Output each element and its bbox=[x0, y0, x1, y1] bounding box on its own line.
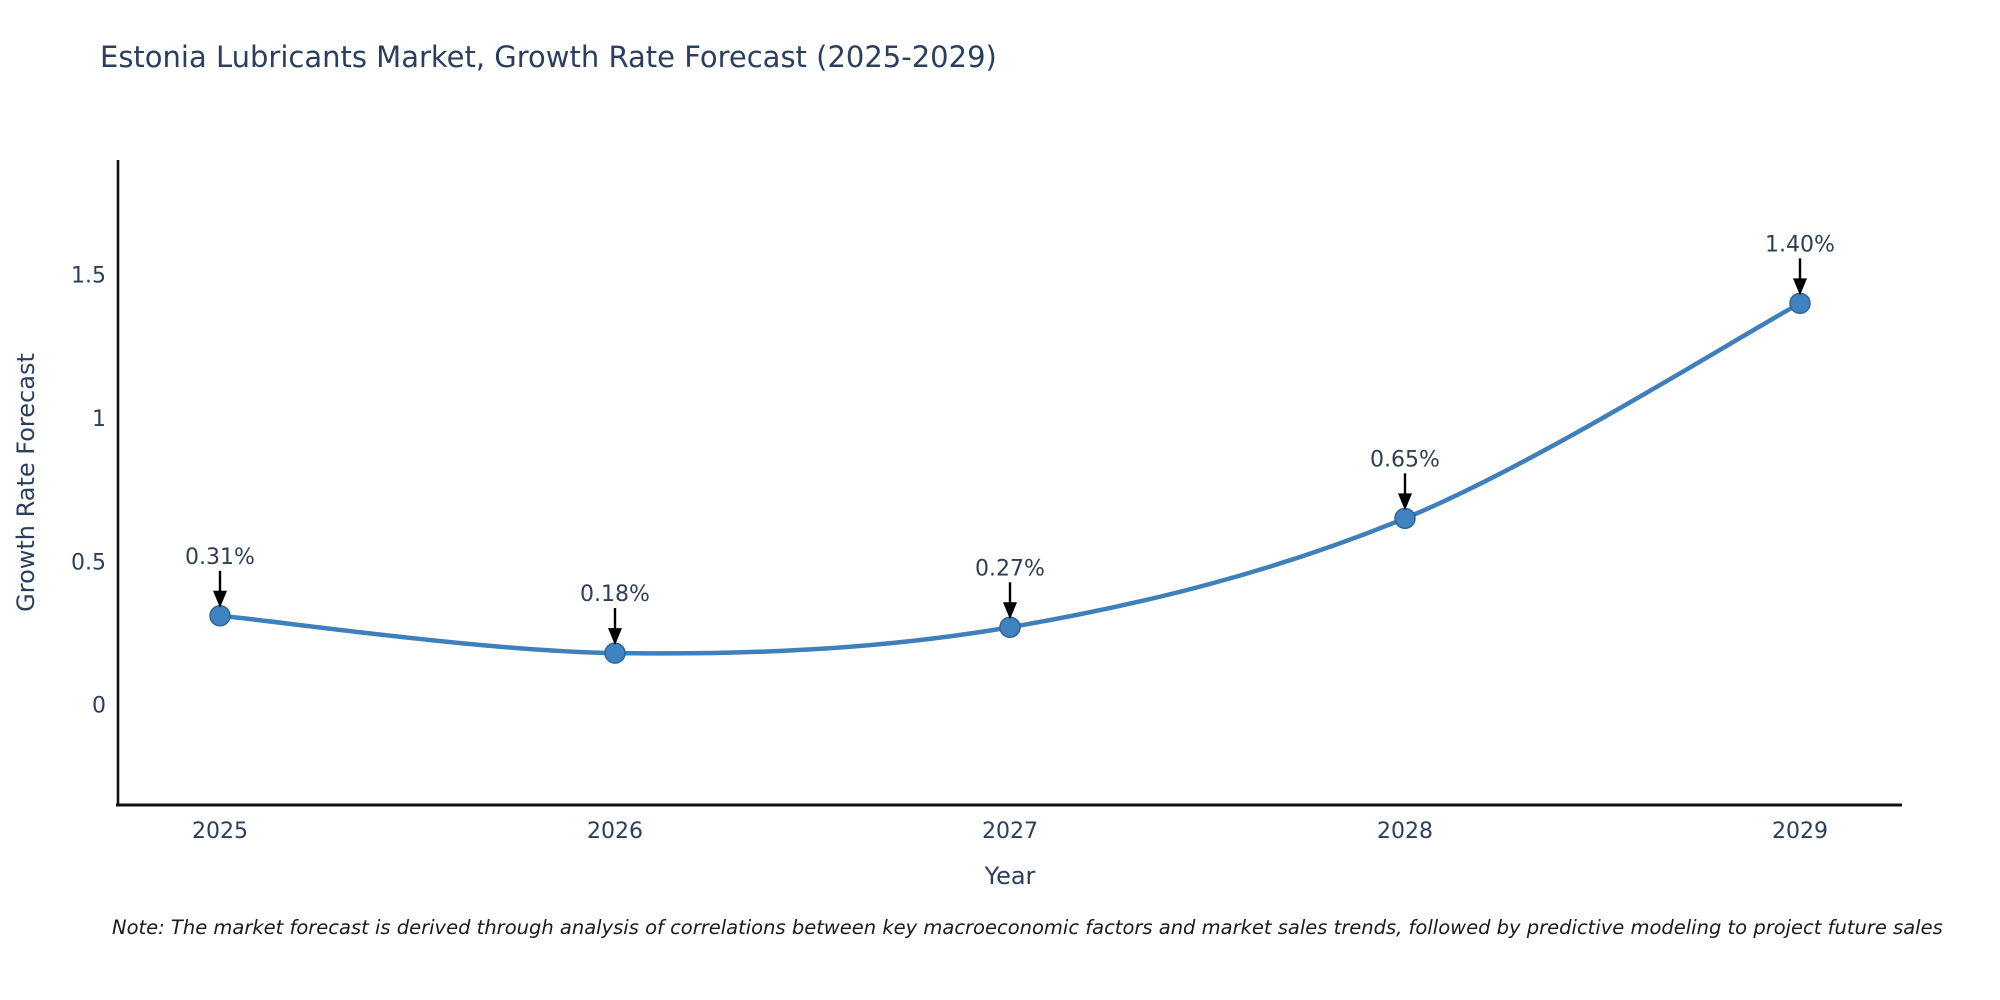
annotation-arrowhead-icon bbox=[1398, 493, 1412, 511]
chart-title: Estonia Lubricants Market, Growth Rate F… bbox=[100, 40, 997, 74]
x-axis-title: Year bbox=[984, 862, 1036, 890]
data-point-label: 1.40% bbox=[1765, 232, 1835, 257]
data-point-marker bbox=[999, 616, 1021, 639]
annotation-arrowhead-icon bbox=[1793, 278, 1807, 296]
data-point-label: 0.27% bbox=[975, 556, 1045, 581]
x-tick-label: 2028 bbox=[1377, 819, 1433, 844]
y-tick-label: 1.5 bbox=[71, 264, 106, 289]
data-point-marker bbox=[604, 642, 626, 664]
chart-footnote: Note: The market forecast is derived thr… bbox=[112, 916, 1943, 939]
data-point-marker bbox=[209, 605, 231, 627]
x-tick-label: 2025 bbox=[192, 819, 248, 844]
annotation-arrowhead-icon bbox=[213, 590, 227, 608]
y-tick-label: 0 bbox=[92, 694, 106, 719]
y-axis-title: Growth Rate Forecast bbox=[12, 353, 40, 612]
x-tick-label: 2026 bbox=[587, 819, 643, 844]
data-point-label: 0.65% bbox=[1370, 447, 1440, 472]
data-point-marker bbox=[1394, 507, 1416, 530]
annotation-arrowhead-icon bbox=[1003, 602, 1017, 620]
annotation-arrowhead-icon bbox=[608, 628, 622, 646]
data-point-marker bbox=[1789, 292, 1811, 315]
y-tick-label: 0.5 bbox=[71, 550, 106, 575]
x-tick-label: 2027 bbox=[982, 819, 1038, 844]
data-point-label: 0.18% bbox=[580, 582, 650, 607]
x-tick-label: 2029 bbox=[1772, 819, 1828, 844]
y-tick-label: 1 bbox=[92, 407, 106, 432]
data-point-label: 0.31% bbox=[185, 545, 255, 570]
